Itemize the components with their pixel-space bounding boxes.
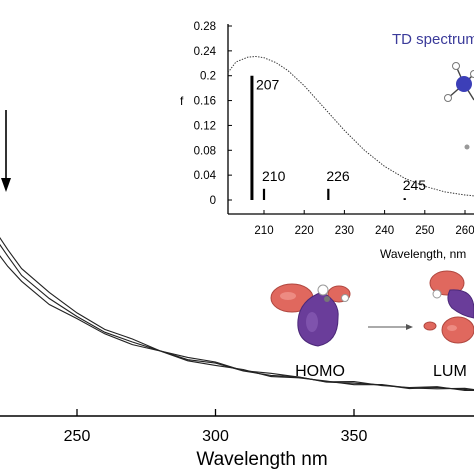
main-x-axis-label: Wavelength nm <box>196 449 327 470</box>
main-x-tick-label: 300 <box>202 428 229 445</box>
inset-stick-label: 207 <box>256 77 280 93</box>
main-series-line-2 <box>0 243 474 391</box>
lumo-orbital-image <box>423 270 474 344</box>
orbital-illustrations: HOMO LUM <box>270 270 474 380</box>
inset-x-tick-label: 250 <box>415 225 434 237</box>
inset-background <box>172 12 474 268</box>
inset-y-tick-label: 0.04 <box>194 170 217 182</box>
inset-y-axis-label: f <box>180 94 184 108</box>
inset-sticks: 207 210 226 245 <box>250 75 427 200</box>
arrow-down-icon <box>1 110 11 192</box>
inset-envelope-curve <box>227 55 474 197</box>
inset-title: TD spectrum <box>392 31 474 48</box>
inset-x-axis-label: Wavelength, nm <box>380 247 466 261</box>
homo-orbital-image <box>270 283 351 347</box>
main-series-group <box>0 236 474 392</box>
molecule-structure-image <box>444 62 474 150</box>
lumo-label: LUM <box>433 363 467 380</box>
inset-x-tick-label: 230 <box>335 225 354 237</box>
inset-y-ticks: 0 0.04 0.08 0.12 0.16 0.2 0.24 0.28 <box>194 21 232 207</box>
inset-td-spectrum: 0 0.04 0.08 0.12 0.16 0.2 0.24 0.28 210 220 230 24… <box>172 12 474 268</box>
inset-x-ticks: 210 220 230 240 250 260 <box>254 210 474 237</box>
inset-x-tick-label: 260 <box>455 225 474 237</box>
inset-stick-label: 210 <box>262 168 286 184</box>
inset-y-tick-label: 0.08 <box>194 145 216 157</box>
inset-y-tick-label: 0.24 <box>194 46 217 58</box>
main-x-tick-label: 350 <box>341 428 368 445</box>
inset-y-tick-label: 0.12 <box>194 120 216 132</box>
homo-label: HOMO <box>295 363 345 380</box>
inset-x-tick-label: 220 <box>295 225 314 237</box>
inset-y-tick-label: 0 <box>210 195 216 207</box>
main-series-line-3 <box>0 236 474 392</box>
inset-stick-label: 226 <box>326 168 350 184</box>
main-chart: 250 300 350 Wavelength nm <box>0 110 474 470</box>
inset-y-tick-label: 0.2 <box>200 71 216 83</box>
inset-y-tick-label: 0.28 <box>194 21 216 33</box>
inset-x-tick-label: 210 <box>254 225 273 237</box>
inset-stick-label: 245 <box>403 177 427 193</box>
main-x-tick-label: 250 <box>64 428 91 445</box>
inset-x-tick-label: 240 <box>375 225 394 237</box>
inset-y-tick-label: 0.16 <box>194 96 216 108</box>
main-x-ticks: 250 300 350 <box>64 409 368 445</box>
transition-arrow-icon <box>368 324 413 330</box>
